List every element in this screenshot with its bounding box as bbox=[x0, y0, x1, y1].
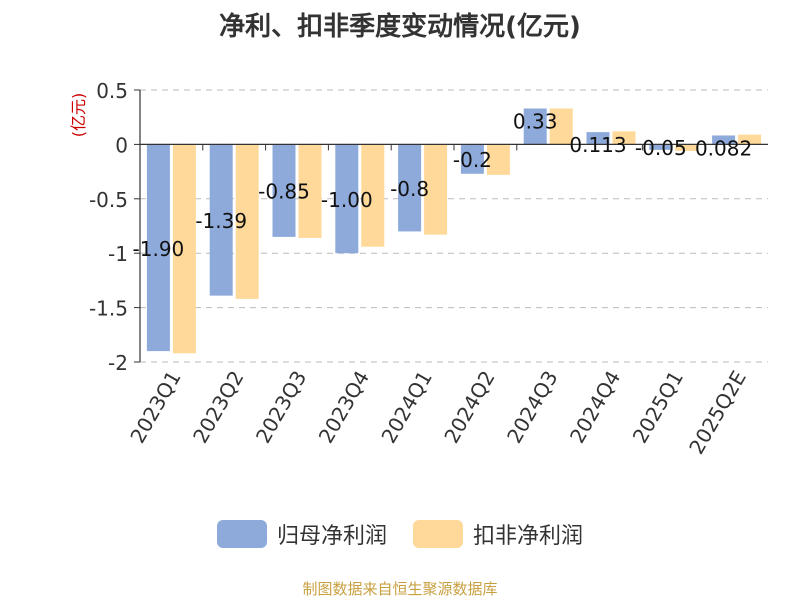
y-unit-label: (亿元) bbox=[69, 93, 88, 138]
bar-deducted-profit bbox=[298, 144, 322, 238]
bar-deducted-profit bbox=[235, 144, 259, 299]
bar-deducted-profit bbox=[361, 144, 385, 247]
y-tick-label: -0.5 bbox=[89, 188, 128, 212]
bar-net-profit bbox=[523, 108, 547, 145]
data-label: -1.39 bbox=[195, 209, 247, 233]
legend-item-net-profit[interactable]: 归母净利润 bbox=[216, 518, 387, 550]
bar-net-profit bbox=[649, 144, 673, 150]
legend-swatch-deducted-profit bbox=[413, 520, 463, 548]
x-tick-label: 2023Q1 bbox=[125, 367, 185, 448]
data-label: 0.33 bbox=[513, 109, 558, 133]
legend-label-deducted-profit: 扣非净利润 bbox=[473, 524, 584, 549]
bar-net-profit bbox=[586, 132, 610, 145]
data-label: -0.8 bbox=[390, 177, 429, 201]
data-label: -1.90 bbox=[133, 237, 185, 261]
x-tick-label: 2024Q4 bbox=[565, 367, 625, 448]
data-label: -1.00 bbox=[321, 188, 373, 212]
bar-net-profit bbox=[398, 144, 422, 232]
bar-deducted-profit bbox=[172, 144, 196, 354]
legend-label-net-profit: 归母净利润 bbox=[276, 524, 387, 549]
data-label: -0.2 bbox=[453, 148, 492, 172]
bar-deducted-profit bbox=[675, 144, 699, 151]
y-tick-label: -2 bbox=[108, 351, 128, 375]
bar-net-profit bbox=[209, 144, 233, 296]
data-source-note: 制图数据来自恒生聚源数据库 bbox=[302, 580, 498, 598]
x-tick-label: 2025Q2E bbox=[684, 367, 751, 459]
bar-deducted-profit bbox=[486, 144, 510, 175]
bar-net-profit bbox=[335, 144, 359, 254]
chart-title: 净利、扣非季度变动情况(亿元) bbox=[219, 12, 581, 42]
x-tick-label: 2023Q2 bbox=[188, 367, 248, 448]
bar-deducted-profit bbox=[612, 131, 636, 145]
y-tick-label: -1.5 bbox=[89, 297, 128, 321]
x-tick-label: 2023Q4 bbox=[314, 367, 374, 448]
data-label: -0.85 bbox=[258, 180, 310, 204]
x-tick-label: 2024Q2 bbox=[439, 367, 499, 448]
bar-net-profit bbox=[712, 135, 736, 145]
legend-item-deducted-profit[interactable]: 扣非净利润 bbox=[413, 518, 583, 550]
x-tick-label: 2024Q3 bbox=[502, 367, 562, 448]
bar-net-profit bbox=[460, 144, 484, 174]
data-label: -0.05 bbox=[635, 136, 687, 160]
bar-net-profit bbox=[146, 144, 170, 352]
x-tick-label: 2023Q3 bbox=[251, 367, 311, 448]
legend: 归母净利润 扣非净利润 bbox=[0, 518, 800, 550]
x-tick-label: 2025Q1 bbox=[628, 367, 688, 448]
y-tick-label: 0 bbox=[115, 133, 128, 157]
x-tick-label: 2024Q1 bbox=[376, 367, 436, 448]
bar-net-profit bbox=[272, 144, 296, 237]
data-label: 0.113 bbox=[569, 133, 626, 157]
legend-swatch-net-profit bbox=[216, 520, 267, 548]
y-tick-label: -1 bbox=[108, 242, 128, 266]
bar-deducted-profit bbox=[738, 134, 762, 145]
y-tick-label: 0.5 bbox=[96, 79, 128, 103]
bar-deducted-profit bbox=[424, 144, 448, 235]
data-label: 0.082 bbox=[695, 136, 752, 160]
bar-deducted-profit bbox=[549, 108, 573, 145]
